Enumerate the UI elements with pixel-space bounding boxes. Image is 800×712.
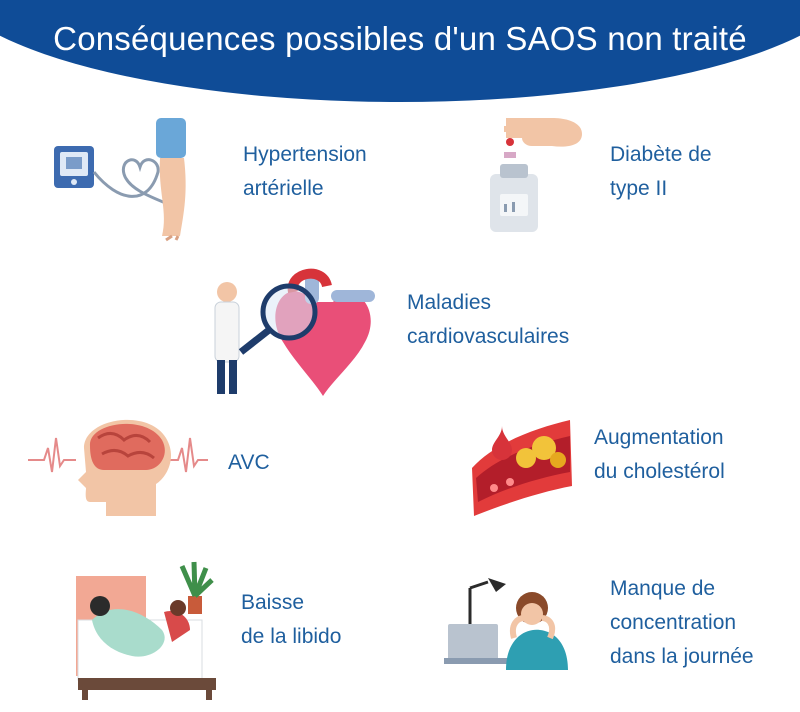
label-line: de la libido bbox=[241, 625, 342, 648]
label-hypertension: Hypertension artérielle bbox=[243, 138, 367, 206]
label-cholesterol: Augmentation du cholestérol bbox=[594, 421, 725, 489]
label-line: Augmentation bbox=[594, 426, 724, 449]
label-line: Diabète de bbox=[610, 143, 712, 166]
label-line: type II bbox=[610, 177, 668, 200]
label-line: dans la journée bbox=[610, 645, 754, 668]
couple-bed-icon bbox=[76, 561, 216, 700]
brain-icon bbox=[28, 419, 208, 516]
label-line: Baisse bbox=[241, 591, 305, 614]
label-line: Maladies bbox=[407, 291, 492, 314]
glucometer-icon bbox=[490, 118, 582, 232]
label-diabete: Diabète de type II bbox=[610, 138, 712, 206]
label-concentration: Manque de concentration dans la journée bbox=[610, 572, 754, 674]
label-line: Manque de bbox=[610, 577, 716, 600]
heart-magnifier-icon bbox=[214, 268, 375, 396]
label-line: artérielle bbox=[243, 177, 324, 200]
label-cardio: Maladies cardiovasculaires bbox=[407, 286, 569, 354]
label-line: AVC bbox=[228, 451, 270, 474]
label-avc: AVC bbox=[228, 446, 270, 480]
label-line: du cholestérol bbox=[594, 460, 725, 483]
label-line: Hypertension bbox=[243, 143, 367, 166]
artery-cholesterol-icon bbox=[472, 420, 572, 516]
blood-pressure-monitor-icon bbox=[54, 118, 186, 242]
label-libido: Baisse de la libido bbox=[241, 586, 341, 654]
label-line: concentration bbox=[610, 611, 737, 634]
page-title: Conséquences possibles d'un SAOS non tra… bbox=[53, 20, 747, 57]
tired-worker-icon bbox=[444, 578, 568, 670]
label-line: cardiovasculaires bbox=[407, 325, 570, 348]
